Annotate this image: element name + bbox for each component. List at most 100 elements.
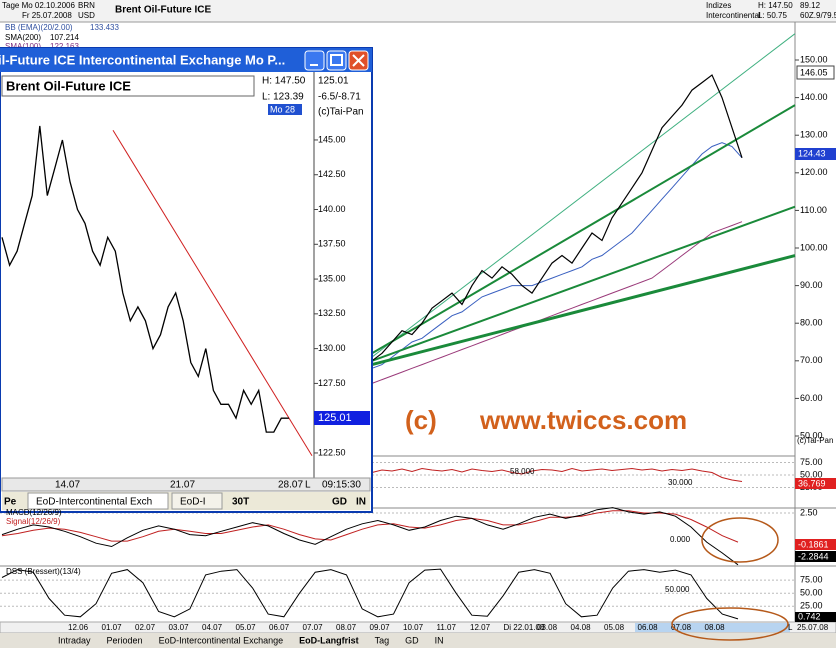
y-tick-label: 100.00 (800, 242, 828, 252)
date-label: 04.08 (571, 623, 592, 632)
date-label: 10.07 (403, 623, 424, 632)
header-end: Fr 25.07.2008 (22, 11, 72, 20)
window-frame (0, 47, 373, 513)
tab-label[interactable]: Intraday (58, 635, 91, 645)
rsi-line (371, 467, 743, 482)
icon (352, 54, 365, 67)
trendline (112, 129, 313, 457)
window-high: H: 147.50 (262, 76, 306, 87)
maximize-button[interactable] (326, 50, 347, 71)
tab-bar (0, 633, 836, 648)
legend-value: 133.433 (90, 23, 119, 32)
scale-label: L (305, 480, 311, 491)
credit: (c)Tai-Pan (797, 436, 833, 445)
date-label: 25.07.08 (797, 623, 829, 632)
window-low: L: 123.39 (262, 92, 304, 103)
tab[interactable] (171, 492, 223, 510)
rsi-note: 30.000 (668, 478, 693, 487)
tool-button[interactable]: IN (356, 497, 366, 508)
header-period: Tage Mo 02.10.2006 (2, 1, 75, 10)
current-label: 125.01 (318, 412, 352, 424)
y-tick-label: 150.00 (800, 54, 828, 64)
y-tick-label: 120.00 (800, 167, 828, 177)
interval-select[interactable]: 30T (232, 497, 249, 508)
annotation-circle (701, 517, 779, 563)
date-label: Di 22.01.08 (504, 623, 545, 632)
sma200-line (371, 221, 743, 384)
y-tick-label: 130.00 (800, 130, 828, 140)
legend-value: 122.163 (50, 42, 79, 51)
macd-name: MACD(12/26/9) (6, 508, 62, 517)
header-low: L: 50.75 (758, 11, 787, 20)
date-label: 09.07 (370, 623, 391, 632)
tab-label[interactable]: IN (435, 635, 444, 645)
tab-label[interactable]: Perioden (107, 635, 143, 645)
date-label: 02.07 (135, 623, 156, 632)
header-change: 60Z.9/79.5 (800, 11, 836, 20)
tool-button[interactable]: GD (332, 497, 347, 508)
price-badge (795, 148, 836, 160)
date-label: 08.07 (336, 623, 357, 632)
window-change: -6.5/-8.71 (318, 92, 361, 103)
legend-name: SMA(100) (5, 42, 41, 51)
day-label: Mo 28 (270, 104, 295, 114)
legend-value: 107.214 (50, 33, 79, 42)
date-label: 06.07 (269, 623, 290, 632)
minimize-button[interactable] (304, 50, 325, 71)
dss-current: 0.742 (798, 611, 821, 621)
date-label: 03.08 (537, 623, 558, 632)
signal-line (1, 510, 739, 543)
name-box (1, 75, 255, 97)
legend-name: SMA(200) (5, 33, 41, 42)
y-tick-label: 50.00 (800, 588, 823, 598)
annotation-circle (671, 607, 789, 641)
signal-current: -2.2844 (798, 551, 829, 561)
window-title: il-Future ICE Intercontinental Exchange … (0, 52, 285, 67)
y-tick-label: 122.50 (318, 447, 346, 457)
plots: 150.00 140.00 130.00 120.00 110.00 100.00 90.0… (0, 33, 828, 645)
y-tick-label: 142.50 (318, 169, 346, 179)
rsi-note: 58.000 (510, 467, 535, 476)
date-strip (1, 477, 371, 492)
value-badge (795, 539, 836, 550)
time-label: 09:15:30 (322, 480, 361, 491)
date-label: 21.07 (170, 480, 195, 491)
price-line (371, 74, 743, 362)
side-tab: Pe (4, 497, 17, 508)
header-symbol: BRN (78, 1, 95, 10)
y-tick-label: 50.00 (800, 469, 823, 479)
high-label: 146.05 (800, 67, 828, 77)
date-label: 07.07 (303, 623, 324, 632)
y-tick-label: 140.00 (318, 204, 346, 214)
price-badge (796, 65, 835, 80)
y-tick-label: 137.50 (318, 239, 346, 249)
current-label: 124.43 (798, 148, 826, 158)
tab-label[interactable]: GD (405, 635, 419, 645)
header-title: Brent Oil-Future ICE (115, 5, 211, 16)
legend-name: BB (EMA)(20/2.00) (5, 23, 73, 32)
date-label: 12.06 (68, 623, 89, 632)
signal-name: Signal(12/26/9) (6, 517, 61, 526)
date-label: 01.07 (102, 623, 123, 632)
y-tick-label: 90.00 (800, 280, 823, 290)
window: il-Future ICE Intercontinental Exchange … (0, 47, 373, 513)
y-tick-label: 130.00 (318, 343, 346, 353)
y-tick-label: 140.00 (800, 92, 828, 102)
tab-label[interactable]: EoD-Intercontinental Exch (36, 497, 152, 508)
tab-label[interactable]: Tag (375, 635, 390, 645)
dss-line (1, 568, 739, 620)
y-tick-label: 110.00 (800, 205, 827, 215)
y-tick-label: 132.50 (318, 308, 346, 318)
trendline (371, 104, 796, 355)
tab-label[interactable]: EoD-I (180, 497, 206, 508)
y-tick-label: 135.00 (318, 273, 346, 283)
tab[interactable] (27, 492, 169, 510)
y-tick-label: 2.50 (800, 507, 818, 517)
header-last: 89.12 (800, 1, 821, 10)
date-label: 08.08 (705, 623, 726, 632)
date-label: 03.07 (169, 623, 190, 632)
tab-label[interactable]: EoD-Intercontinental Exchange (159, 635, 284, 645)
tab-label[interactable]: EoD-Langfrist (299, 635, 359, 645)
y-tick-label: 60.00 (800, 393, 823, 403)
